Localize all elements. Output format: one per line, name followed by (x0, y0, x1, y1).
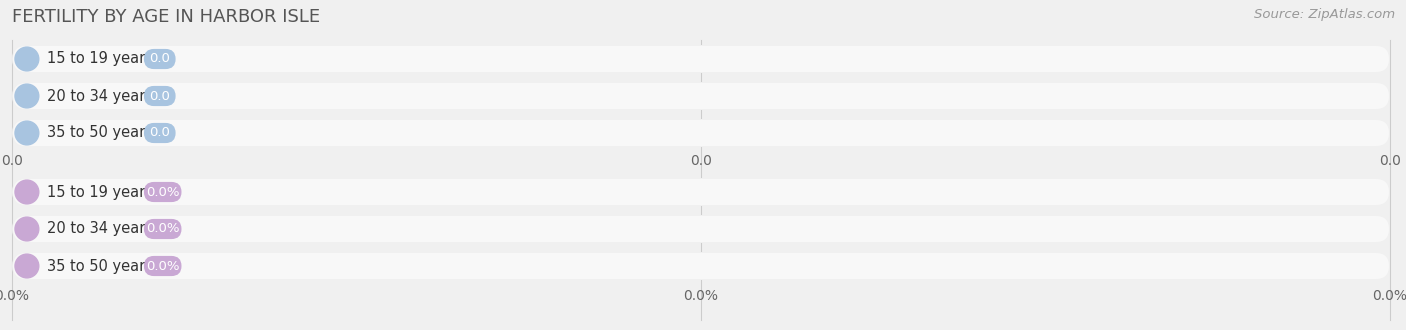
FancyBboxPatch shape (13, 120, 1389, 146)
Text: 0.0%: 0.0% (146, 259, 180, 273)
Text: 0.0: 0.0 (1379, 154, 1400, 168)
FancyBboxPatch shape (13, 216, 1389, 242)
Text: 35 to 50 years: 35 to 50 years (46, 125, 153, 141)
Text: 0.0%: 0.0% (1372, 289, 1406, 303)
Text: 15 to 19 years: 15 to 19 years (46, 51, 153, 67)
Circle shape (15, 180, 39, 204)
FancyBboxPatch shape (13, 83, 1389, 109)
Text: 0.0%: 0.0% (683, 289, 718, 303)
FancyBboxPatch shape (143, 182, 181, 202)
Text: 0.0: 0.0 (690, 154, 711, 168)
FancyBboxPatch shape (143, 256, 181, 276)
FancyBboxPatch shape (13, 82, 1391, 110)
Circle shape (15, 217, 39, 241)
Text: 0.0%: 0.0% (146, 222, 180, 236)
FancyBboxPatch shape (13, 252, 1391, 280)
Text: 15 to 19 years: 15 to 19 years (46, 184, 153, 200)
FancyBboxPatch shape (13, 179, 1389, 205)
Circle shape (15, 47, 39, 71)
FancyBboxPatch shape (143, 49, 176, 69)
Text: 0.0: 0.0 (1, 154, 22, 168)
Text: 20 to 34 years: 20 to 34 years (46, 88, 153, 104)
Text: 35 to 50 years: 35 to 50 years (46, 258, 153, 274)
Text: 0.0: 0.0 (149, 89, 170, 103)
Circle shape (15, 121, 39, 145)
Circle shape (15, 84, 39, 108)
Text: FERTILITY BY AGE IN HARBOR ISLE: FERTILITY BY AGE IN HARBOR ISLE (13, 8, 321, 26)
Text: 20 to 34 years: 20 to 34 years (46, 221, 153, 237)
FancyBboxPatch shape (143, 219, 181, 239)
Text: Source: ZipAtlas.com: Source: ZipAtlas.com (1254, 8, 1395, 21)
FancyBboxPatch shape (13, 215, 1391, 243)
Text: 0.0%: 0.0% (0, 289, 30, 303)
FancyBboxPatch shape (143, 123, 176, 143)
FancyBboxPatch shape (13, 45, 1391, 73)
FancyBboxPatch shape (143, 86, 176, 106)
Text: 0.0%: 0.0% (146, 185, 180, 199)
FancyBboxPatch shape (13, 253, 1389, 279)
FancyBboxPatch shape (13, 119, 1391, 147)
Circle shape (15, 254, 39, 278)
Text: 0.0: 0.0 (149, 52, 170, 65)
Text: 0.0: 0.0 (149, 126, 170, 140)
FancyBboxPatch shape (13, 178, 1391, 206)
FancyBboxPatch shape (13, 46, 1389, 72)
